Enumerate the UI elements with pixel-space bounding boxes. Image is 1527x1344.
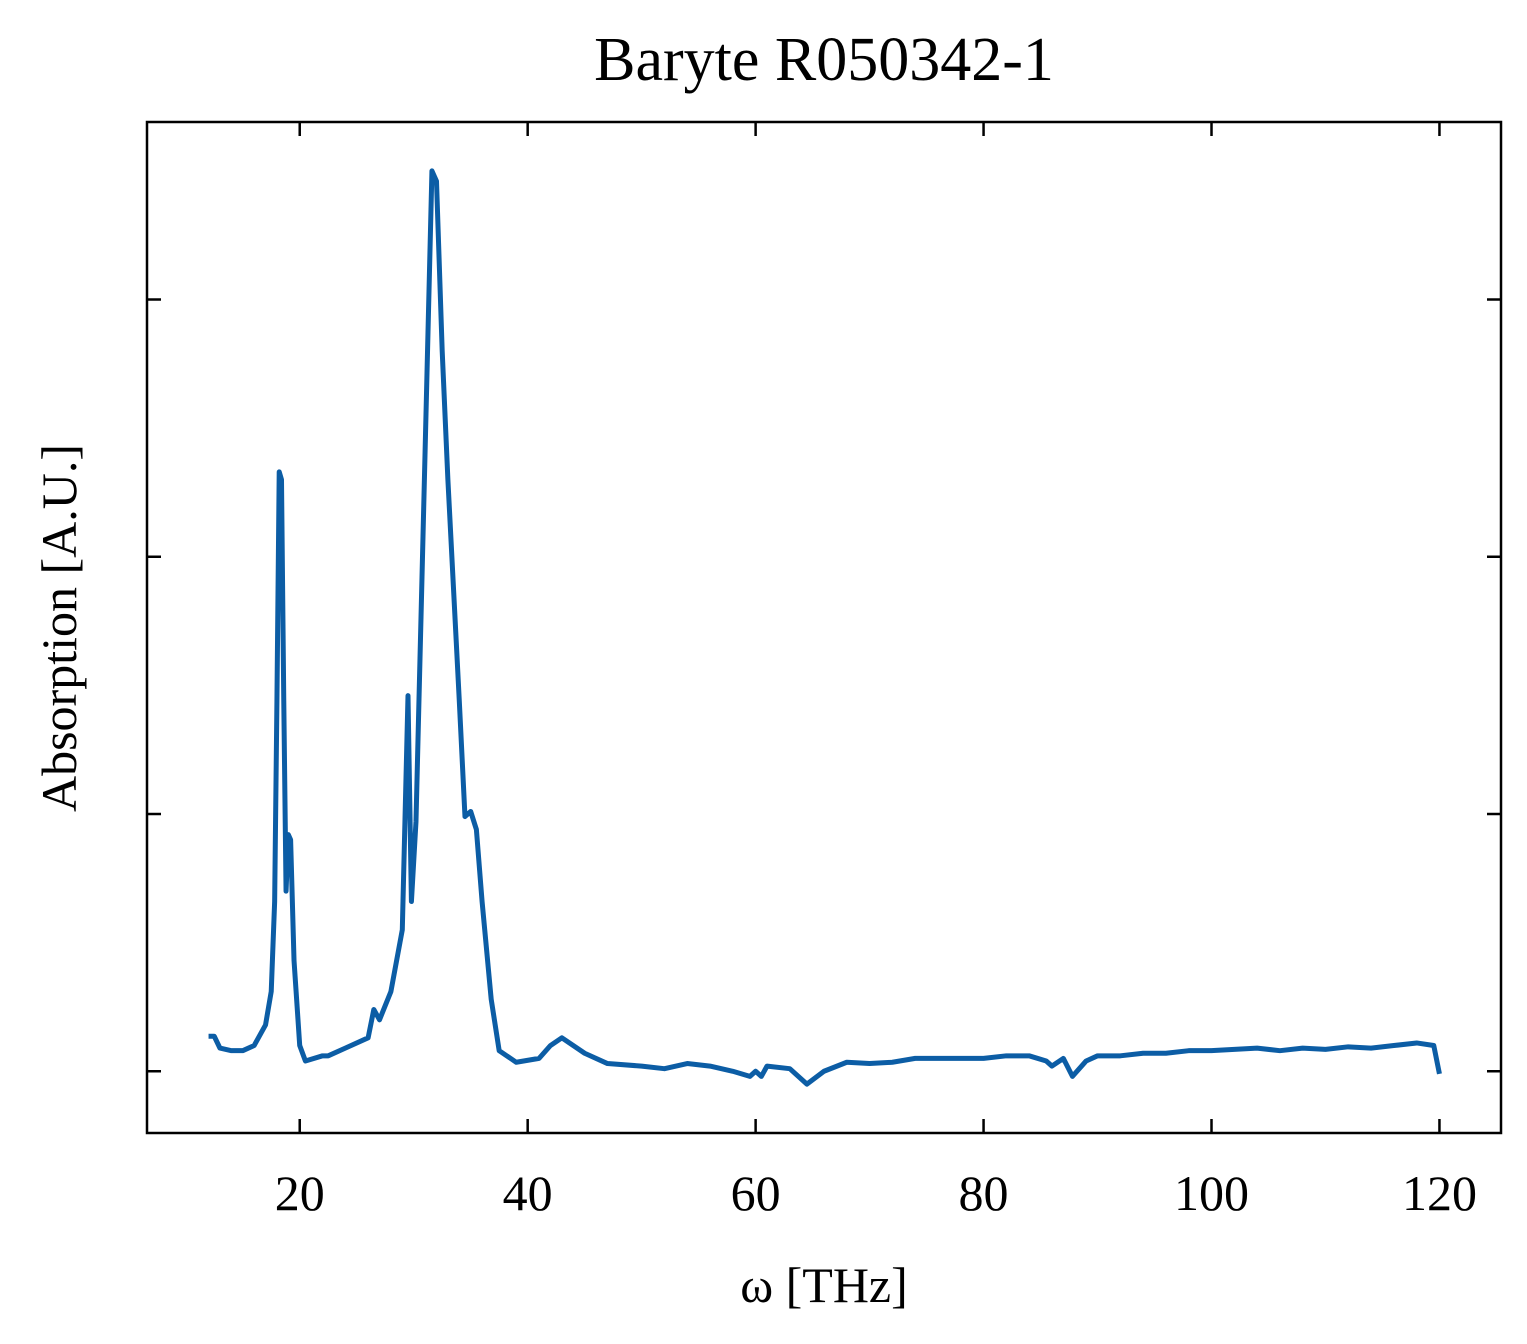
x-tick-label: 100 [1174, 1165, 1249, 1221]
x-tick-label: 80 [959, 1165, 1009, 1221]
x-axis-label: ω [THz] [740, 1257, 908, 1313]
plot-frame [145, 120, 1503, 1135]
x-tick-label: 40 [503, 1165, 553, 1221]
y-axis-label: Absorption [A.U.] [31, 444, 87, 812]
x-tick-label: 20 [275, 1165, 325, 1221]
x-tick-label: 60 [731, 1165, 781, 1221]
x-tick-label: 120 [1402, 1165, 1477, 1221]
chart-title: Baryte R050342-1 [594, 26, 1054, 94]
data-line [208, 168, 1442, 1087]
